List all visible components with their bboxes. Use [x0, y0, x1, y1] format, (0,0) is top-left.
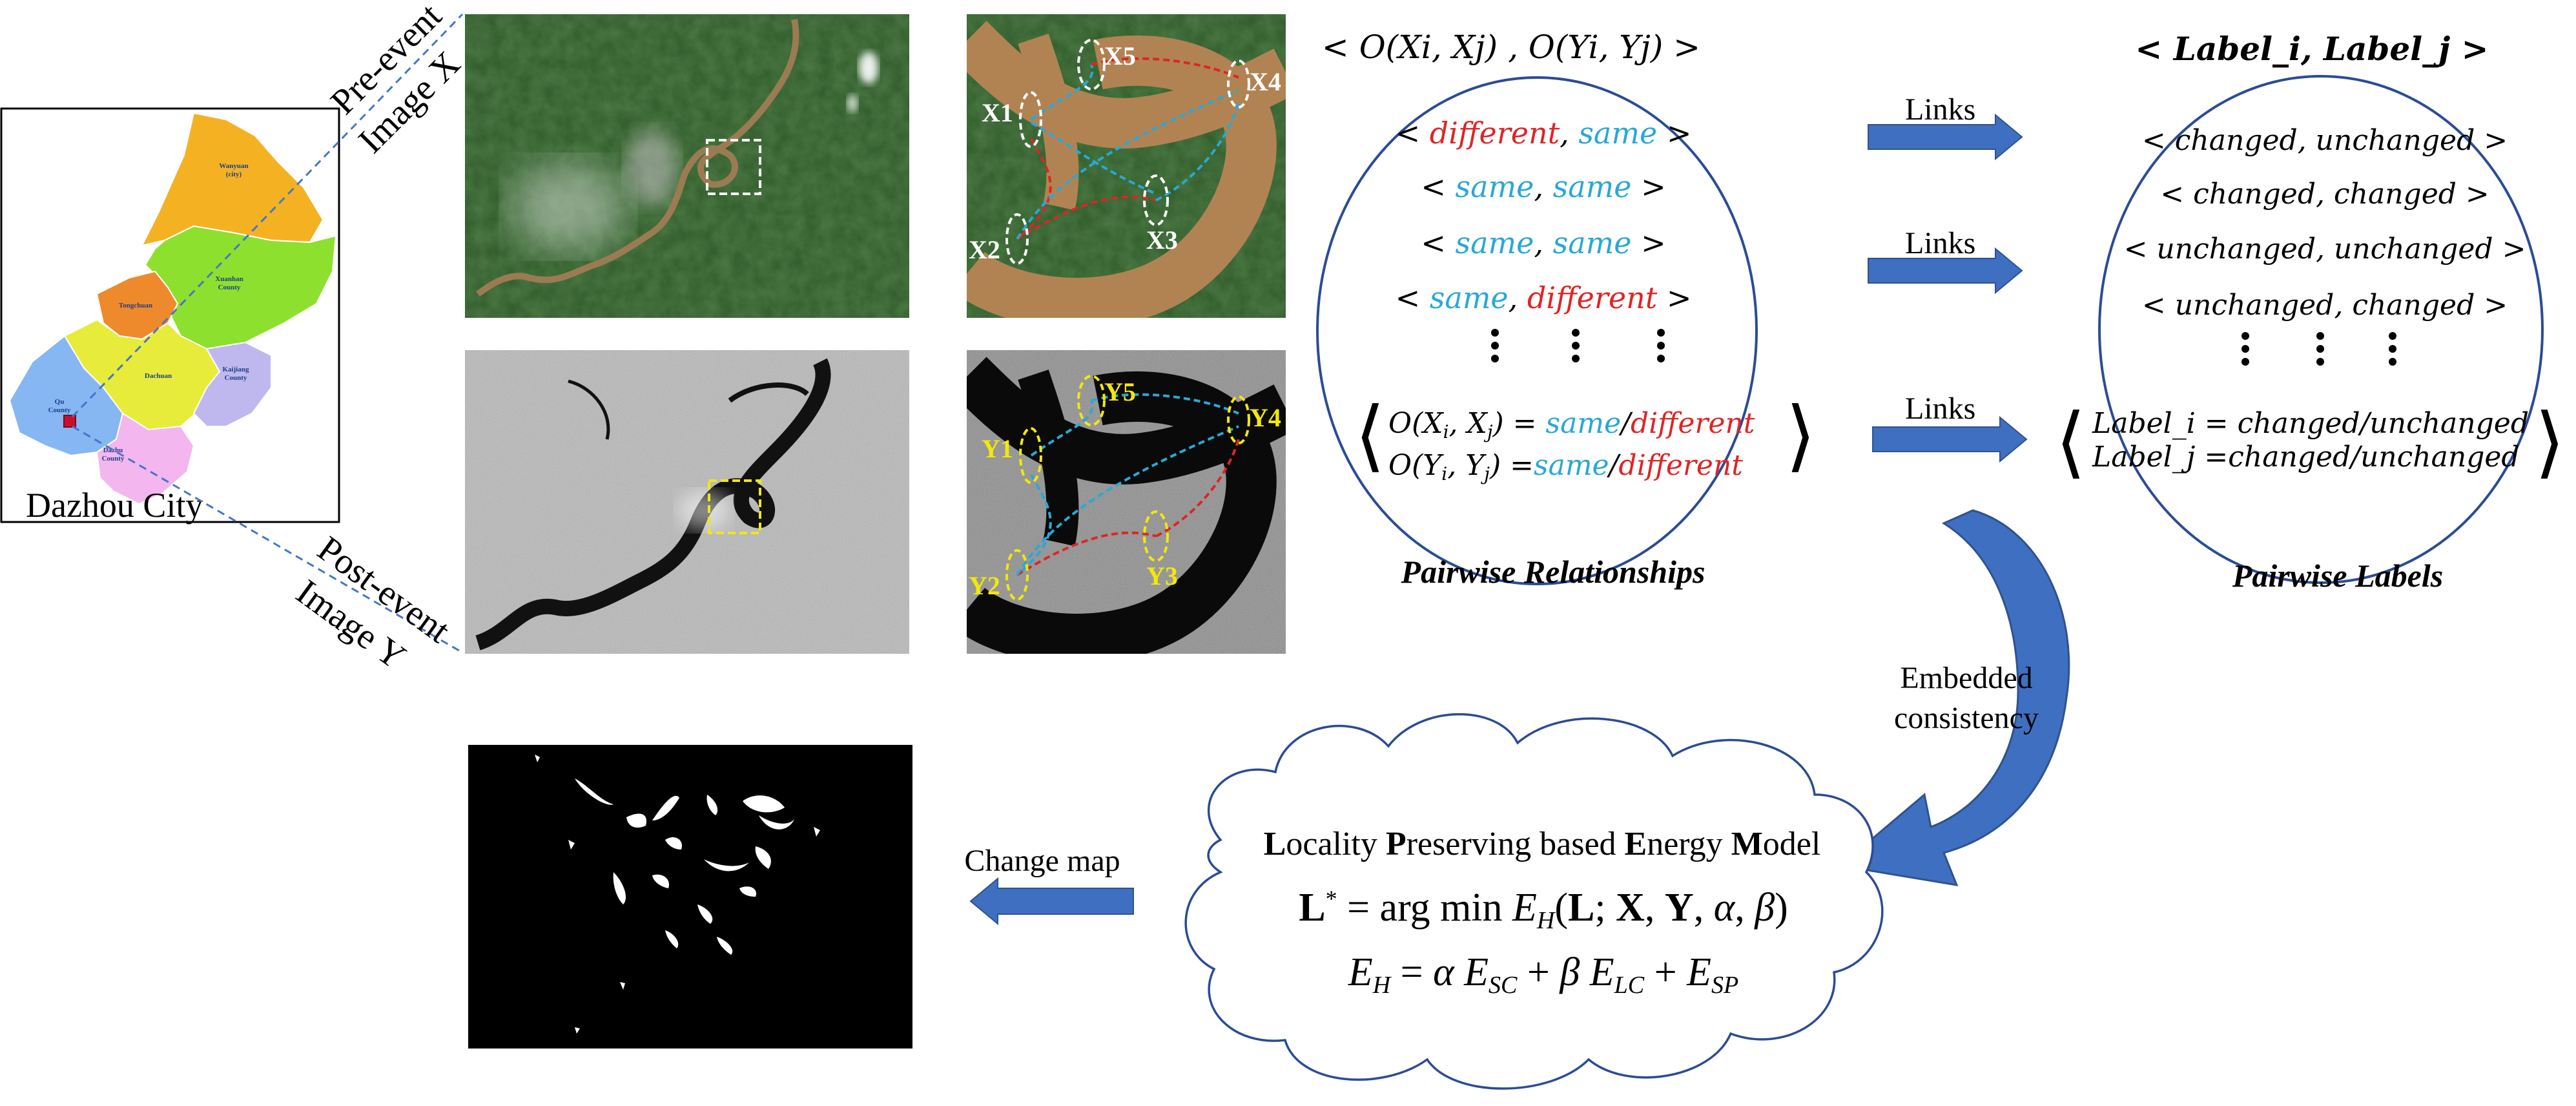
energy-model-cloud: Locality Preserving based Energy Model L…	[1184, 713, 1884, 1090]
pre-event-image	[465, 14, 909, 318]
label-row-1: < changed, unchanged >	[2142, 124, 2508, 157]
dazhou-map-panel: Wanyuan (city) Xuanhan County Tongchuan Da…	[0, 107, 340, 525]
energy-model-title: Locality Preserving based Energy Model	[1264, 826, 1821, 862]
label-y4: Y4	[1250, 403, 1281, 432]
pairwise-relationships-ellipse	[1316, 76, 1758, 585]
map-label-wanyuan: Wanyuan (city)	[219, 162, 248, 178]
ellipse-x5	[1077, 39, 1106, 90]
label-row-4: < unchanged, changed >	[2142, 289, 2508, 322]
label-formula-line2: Label_j =changed/unchanged	[2092, 441, 2520, 474]
ellipse-x4	[1227, 59, 1250, 109]
map-label-kaijiang: Kaijiang County	[223, 366, 249, 382]
pairwise-labels-ellipse	[2098, 75, 2544, 584]
ellipse-y4	[1227, 395, 1250, 444]
ellipse-y3	[1143, 510, 1169, 562]
label-y3: Y3	[1146, 561, 1178, 590]
pairwise-relationships-header: < O(Xi, Xj) , O(Yi, Yj) >	[1322, 28, 1700, 66]
links-label-2: Links	[1905, 226, 1975, 260]
links-label-3: Links	[1905, 391, 1975, 426]
map-connector-lines	[71, 13, 464, 654]
post-event-image	[465, 350, 909, 654]
embedded-label-2: consistency	[1894, 701, 2039, 735]
relationship-ellipsis-dots	[1491, 329, 1665, 362]
map-label-dachuan: Dachuan	[145, 372, 172, 380]
zoomed-x-annotations	[1005, 39, 1250, 265]
map-label-tongchuan: Tongchuan	[119, 302, 152, 309]
label-bracket-right: ⟩	[2535, 399, 2565, 485]
relationship-row-4: < same, different >	[1396, 280, 1692, 315]
map-region-dazhu	[96, 412, 195, 505]
change-map-image	[468, 745, 912, 1049]
links-arrows: Links Links Links	[1868, 92, 2028, 463]
connector-pre-event	[71, 13, 464, 418]
river-pre	[476, 19, 799, 297]
label-formula-line1: Label_i = changed/unchanged	[2092, 407, 2529, 440]
pairwise-relationships-panel: < O(Xi, Xj) , O(Yi, Yj) > < different, s…	[1316, 28, 1816, 590]
label-x2: X2	[969, 235, 1000, 264]
map-region-kaijiang	[192, 341, 272, 427]
links-arrow-1	[1868, 113, 2023, 161]
relationship-row-2: < same, same >	[1421, 169, 1665, 204]
map-label-dazhu: Dazhu County	[102, 446, 125, 463]
relationship-formula-line1: O(Xi, Xj) = same/different	[1388, 407, 1755, 443]
ellipse-x2	[1005, 213, 1029, 265]
label-x1: X1	[982, 98, 1013, 127]
label-row-3: < unchanged, unchanged >	[2124, 233, 2526, 266]
map-label-qu: Qu County	[48, 398, 71, 414]
pairwise-labels-title: Pairwise Labels	[2232, 558, 2443, 594]
study-area-marker	[63, 415, 76, 428]
cloud-shape	[1184, 713, 1884, 1090]
map-city-label: Dazhou City	[26, 486, 203, 525]
label-y2: Y2	[969, 571, 1000, 600]
label-x3: X3	[1146, 225, 1178, 255]
post-event-roi-box	[708, 479, 761, 534]
relationship-bracket-left: ⟨	[1355, 393, 1385, 479]
embedded-label-1: Embedded	[1900, 661, 2032, 695]
map-label-xuanhan: Xuanhan County	[215, 275, 243, 291]
label-y1: Y1	[982, 434, 1013, 463]
ellipse-y5	[1077, 375, 1106, 426]
relationship-row-1: < different, same >	[1396, 116, 1692, 151]
label-x4: X4	[1250, 67, 1281, 96]
label-bracket-left: ⟨	[2056, 399, 2086, 485]
ellipse-x3	[1143, 174, 1169, 226]
energy-equation-1: L* = arg min EH(L; X, Y, α, β)	[1299, 886, 1788, 934]
zoomed-y-annotations	[1005, 375, 1250, 601]
pairwise-labels-header: < Label_i, Label_j >	[2135, 30, 2488, 68]
change-map-arrow	[969, 877, 1134, 926]
pairwise-relationships-title: Pairwise Relationships	[1401, 554, 1705, 590]
pre-event-roi-box	[706, 139, 761, 195]
ellipse-x1	[1019, 91, 1042, 148]
relationship-formula-line2: O(Yi, Yj) =same/different	[1388, 449, 1743, 485]
embedded-consistency-arrow	[1838, 509, 2070, 886]
pairwise-labels-panel: < Label_i, Label_j > < changed, unchange…	[2056, 30, 2565, 594]
energy-equation-2: EH = α ESC + β ELC + ESP	[1348, 950, 1738, 999]
label-y5: Y5	[1104, 377, 1136, 406]
river-post	[475, 358, 831, 651]
links-label-1: Links	[1905, 92, 1975, 127]
ellipse-y1	[1019, 427, 1042, 484]
links-arrow-3	[1872, 415, 2028, 463]
connector-post-event	[72, 425, 463, 654]
ellipse-y2	[1005, 549, 1029, 601]
relationship-row-3: < same, same >	[1421, 225, 1665, 260]
change-map-label: Change map	[964, 844, 1120, 878]
relationship-bracket-right: ⟩	[1786, 393, 1816, 479]
links-arrow-2	[1868, 247, 2023, 295]
label-ellipsis-dots	[2241, 332, 2396, 366]
label-row-2: < changed, changed >	[2160, 178, 2489, 211]
label-x5: X5	[1104, 41, 1136, 70]
